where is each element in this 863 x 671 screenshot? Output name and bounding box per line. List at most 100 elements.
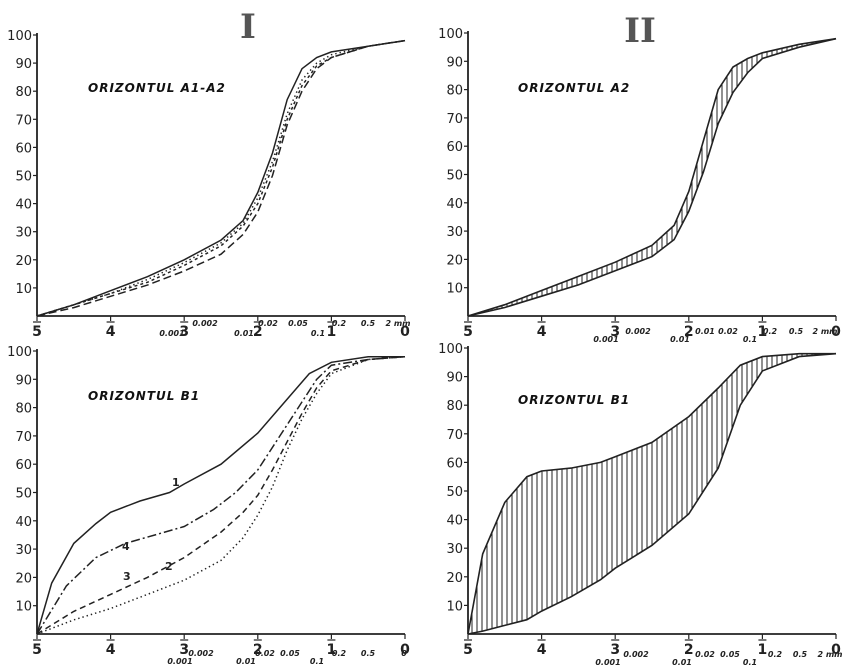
curve-label-4: 4 [122,540,130,553]
x-minor-label: 0.05 [288,319,308,328]
y-tick-label: 40 [15,198,32,213]
y-tick-label: 90 [15,373,32,388]
x-tick-label: 0 [831,642,841,658]
y-tick-label: 80 [446,84,463,99]
x-tick-label: 1 [758,324,768,340]
y-tick-label: 80 [15,402,32,417]
x-tick-label: 5 [32,324,42,340]
y-tick-label: 10 [15,600,32,615]
x-minor-label: 0.1 [743,335,757,344]
x-tick-label: 4 [537,324,547,340]
x-minor-label: 0.5 [789,327,804,336]
x-tick-label: 5 [463,642,473,658]
roman-label-II: II [624,11,656,51]
y-tick-label: 90 [446,371,463,386]
x-tick-label: 0 [400,642,410,658]
y-tick-label: 80 [15,85,32,100]
y-tick-label: 50 [15,170,32,185]
x-minor-label: 0.002 [625,327,651,336]
series-line-4 [36,355,406,635]
y-tick-label: 60 [446,456,463,471]
y-tick-label: 30 [446,542,463,557]
x-tick-label: 3 [179,324,189,340]
x-minor-label: 0.05 [280,649,300,658]
band-upper-curve [467,352,836,635]
y-tick-label: 100 [438,342,463,357]
band-upper-curve [467,37,837,317]
y-tick-label: 10 [446,599,463,614]
x-tick-label: 4 [106,642,116,658]
x-minor-label: 0.5 [793,650,808,659]
y-tick-label: 50 [15,487,32,502]
x-tick-label: 5 [32,642,42,658]
x-tick-label: 3 [610,642,620,658]
x-minor-label: 0.02 [255,649,275,658]
x-tick-label: 1 [327,324,337,340]
series-line-3 [36,39,406,317]
y-tick-label: 40 [446,514,463,529]
band-lower-curve [467,352,837,635]
x-minor-label: 0.2 [332,319,347,328]
series-line-4 [36,39,406,317]
x-minor-label: 0.01 [670,335,690,344]
curve-label-1: 1 [172,476,180,489]
x-minor-label: 2 mm [812,327,837,336]
y-tick-label: 10 [446,282,463,297]
y-tick-label: 20 [15,571,32,586]
x-minor-label: 0.01 [236,657,256,666]
x-tick-label: 4 [106,324,116,340]
x-minor-label: 0.002 [188,649,214,658]
x-minor-label: 0.02 [258,319,278,328]
x-tick-label: 1 [327,642,337,658]
y-tick-label: 100 [438,27,463,42]
curve-label-2: 2 [165,560,173,573]
hatched-band [468,353,836,634]
x-minor-label: 0.2 [332,649,347,658]
x-minor-label: 2 mm [817,650,842,659]
x-tick-label: 2 [253,642,263,658]
y-tick-label: 90 [15,57,32,72]
series-line-1 [36,355,405,635]
x-minor-label: 0.05 [720,650,740,659]
x-tick-label: 3 [179,642,189,658]
x-minor-label: 0.02 [718,327,738,336]
y-tick-label: 20 [446,571,463,586]
x-tick-label: 4 [537,642,547,658]
x-minor-label: 0.01 [234,329,254,338]
x-tick-label: 0 [831,324,841,340]
y-tick-label: 70 [446,112,463,127]
x-minor-label: 0.001 [593,335,618,344]
x-minor-label: 0.001 [167,657,192,666]
x-tick-label: 5 [463,324,473,340]
y-tick-label: 40 [15,515,32,530]
y-tick-label: 30 [15,543,32,558]
y-tick-label: 10 [15,282,32,297]
x-minor-label: 0.1 [310,657,324,666]
panel-title: ORIZONTUL B1 [518,393,630,407]
x-tick-label: 2 [684,324,694,340]
series-line-3 [36,355,406,635]
x-tick-label: 3 [610,324,620,340]
panel-title: ORIZONTUL B1 [88,389,200,403]
y-tick-label: 40 [446,197,463,212]
x-minor-label: 0.2 [763,327,778,336]
x-minor-label: 0.5 [361,649,376,658]
x-minor-label: 0.5 [361,319,376,328]
y-tick-label: 50 [446,169,463,184]
y-tick-label: 20 [15,254,32,269]
panel-title: ORIZONTUL A2 [518,81,630,95]
x-tick-label: 1 [758,642,768,658]
y-tick-label: 100 [7,345,32,360]
x-tick-label: 2 [684,642,694,658]
y-tick-label: 30 [15,226,32,241]
y-tick-label: 60 [15,458,32,473]
y-tick-label: 60 [446,140,463,155]
y-tick-label: 70 [15,113,32,128]
x-minor-label: 0.001 [159,329,184,338]
y-tick-label: 90 [446,55,463,70]
